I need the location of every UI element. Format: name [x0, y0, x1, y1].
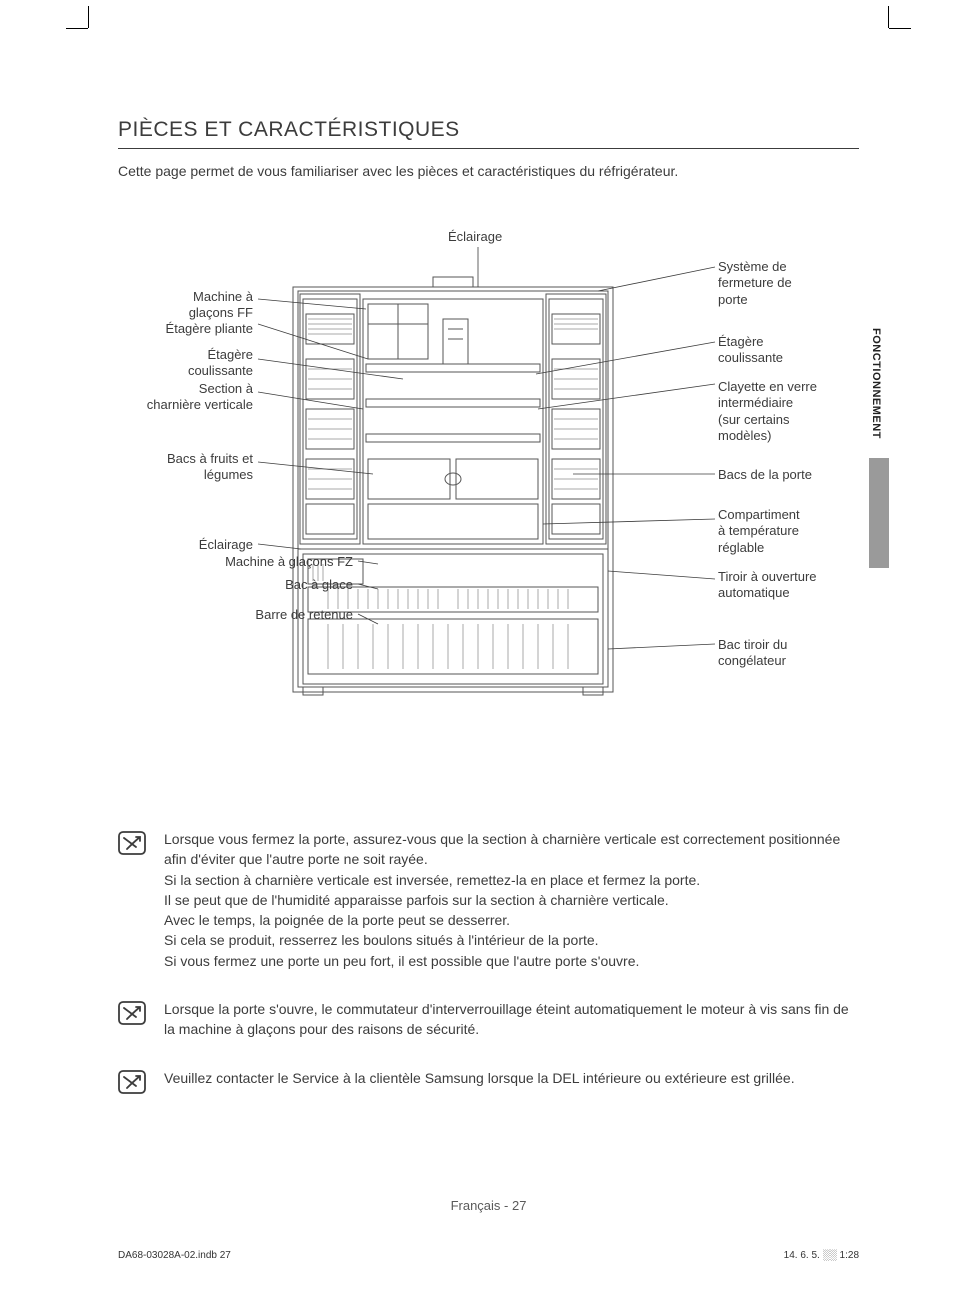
side-tab-label: FONCTIONNEMENT [870, 328, 882, 439]
note-row: Lorsque la porte s'ouvre, le commutateur… [118, 999, 859, 1040]
note-text: Lorsque vous fermez la porte, assurez-vo… [164, 829, 859, 971]
note-text: Veuillez contacter le Service à la clien… [164, 1068, 795, 1088]
notes-section: Lorsque vous fermez la porte, assurez-vo… [118, 829, 859, 1094]
label-ice-fz: Machine à glaçons FZ [118, 554, 353, 570]
side-tab-dark [869, 458, 889, 568]
label-auto-drawer: Tiroir à ouverture automatique [718, 569, 817, 602]
page-number: Français - 27 [88, 1198, 889, 1213]
label-crisper: Bacs à fruits et légumes [118, 451, 253, 484]
label-door-bins: Bacs de la porte [718, 467, 812, 483]
label-glass-shelf: Clayette en verre intermédiaire (sur cer… [718, 379, 817, 444]
label-sliding-shelf-l: Étagère coulissante [118, 347, 253, 380]
crop-mark [889, 28, 911, 29]
note-text: Lorsque la porte s'ouvre, le commutateur… [164, 999, 859, 1040]
note-icon [118, 1070, 146, 1094]
side-tab-label-box: FONCTIONNEMENT [863, 308, 889, 458]
note-icon [118, 1001, 146, 1025]
crop-mark [66, 28, 88, 29]
note-row: Veuillez contacter le Service à la clien… [118, 1068, 859, 1094]
crop-mark [88, 6, 89, 28]
label-eclairage-top: Éclairage [448, 229, 502, 245]
label-folding-shelf: Étagère pliante [118, 321, 253, 337]
fridge-illustration [288, 269, 618, 699]
label-eclairage-fz: Éclairage [118, 537, 253, 553]
label-sliding-shelf-r: Étagère coulissante [718, 334, 783, 367]
note-icon [118, 831, 146, 855]
footer-right: 14. 6. 5. ░░ 1:28 [784, 1250, 859, 1261]
note-row: Lorsque vous fermez la porte, assurez-vo… [118, 829, 859, 971]
crop-mark [888, 6, 889, 28]
label-ice-ff: Machine à glaçons FF [118, 289, 253, 322]
label-freezer-bin: Bac tiroir du congélateur [718, 637, 787, 670]
label-coolselect: Compartiment à température réglable [718, 507, 800, 556]
label-mullion: Section à charnière verticale [98, 381, 253, 414]
side-tab: FONCTIONNEMENT [863, 308, 889, 568]
label-closure: Système de fermeture de porte [718, 259, 792, 308]
content-area: PIÈCES ET CARACTÉRISTIQUES Cette page pe… [118, 118, 859, 1122]
page-frame: FONCTIONNEMENT PIÈCES ET CARACTÉRISTIQUE… [88, 28, 889, 1273]
label-retainer: Barre de retenue [118, 607, 353, 623]
footer-left: DA68-03028A-02.indb 27 [118, 1250, 231, 1261]
diagram: Éclairage [118, 229, 859, 729]
page-title: PIÈCES ET CARACTÉRISTIQUES [118, 118, 859, 149]
label-ice-bin: Bac à glace [118, 577, 353, 593]
intro-text: Cette page permet de vous familiariser a… [118, 163, 859, 179]
